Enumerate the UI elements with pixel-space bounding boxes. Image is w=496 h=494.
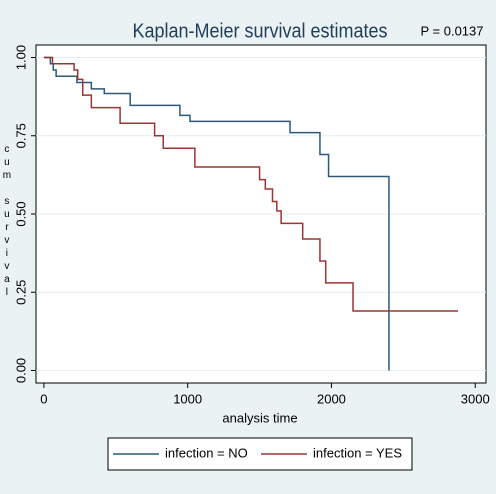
annotation: P = 0.0137: [420, 23, 483, 38]
chart-title: Kaplan-Meier survival estimates: [133, 20, 388, 42]
x-axis-label: analysis time: [222, 410, 297, 425]
y-tick-label: 0.75: [13, 123, 28, 148]
x-tick-label: 1000: [173, 391, 202, 406]
survival-curve: [43, 56, 390, 371]
x-tick-label: 0: [40, 391, 47, 406]
survival-curve: [43, 56, 458, 312]
y-axis-label: cum survival: [1, 144, 12, 300]
legend-label: infection = YES: [313, 445, 402, 460]
x-tick-label: 2000: [317, 391, 346, 406]
legend-label: infection = NO: [165, 445, 248, 460]
y-tick-label: 0.50: [13, 201, 28, 226]
y-tick-label: 1.00: [13, 45, 28, 70]
y-tick-label: 0.25: [13, 280, 28, 305]
y-tick-label: 0.00: [13, 358, 28, 383]
x-tick-label: 3000: [461, 391, 490, 406]
